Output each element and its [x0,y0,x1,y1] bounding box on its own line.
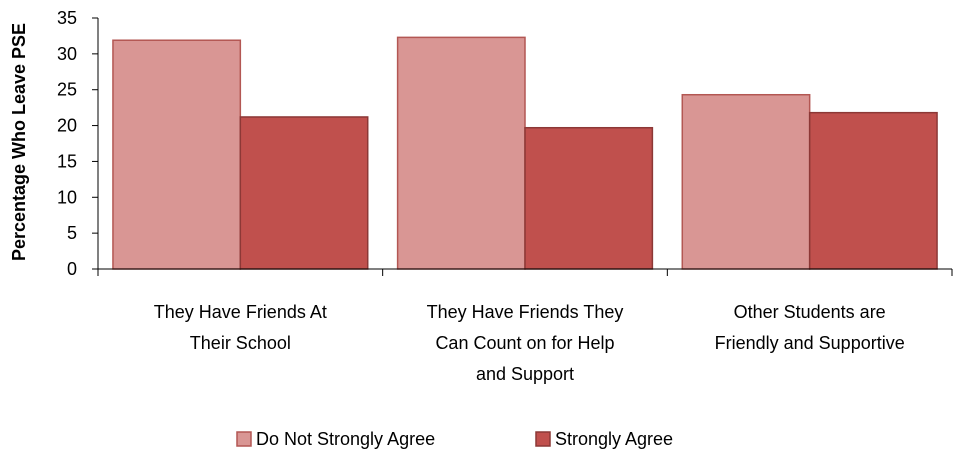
bar-do-not-strongly-agree-1 [112,39,242,270]
y-tick-label: 5 [67,223,77,243]
bar-strongly-agree-1 [239,116,369,270]
y-tick-label: 0 [67,259,77,279]
category-label-line: Can Count on for Help [435,333,614,353]
y-axis: 0 5 10 15 20 25 30 35 [57,8,99,279]
y-tick-label: 35 [57,8,77,28]
y-tick-label: 25 [57,80,77,100]
legend-label: Do Not Strongly Agree [256,429,435,449]
category-label-line: Other Students are [734,302,886,322]
legend-swatch [236,431,252,447]
category-label-line: Their School [190,333,291,353]
y-axis-title: Percentage Who Leave PSE [9,23,29,261]
bar-strongly-agree-3 [808,111,938,270]
legend-label: Strongly Agree [555,429,673,449]
y-tick-label: 15 [57,151,77,171]
y-tick-label: 10 [57,187,77,207]
legend: Do Not Strongly Agree Strongly Agree [236,429,673,449]
category-label: They Have Friends At Their School [154,302,327,353]
legend-swatch [535,431,551,447]
bar-do-not-strongly-agree-3 [681,93,811,270]
category-label-line: and Support [476,364,574,384]
bar-strongly-agree-2 [524,126,654,270]
bars [112,36,938,270]
category-label-line: They Have Friends They [427,302,624,322]
category-label: They Have Friends They Can Count on for H… [427,302,624,384]
bar-do-not-strongly-agree-2 [396,36,526,270]
category-label-line: They Have Friends At [154,302,327,322]
category-label-line: Friendly and Supportive [715,333,905,353]
y-tick-label: 20 [57,116,77,136]
category-label: Other Students are Friendly and Supportiv… [715,302,905,353]
y-tick-label: 30 [57,44,77,64]
